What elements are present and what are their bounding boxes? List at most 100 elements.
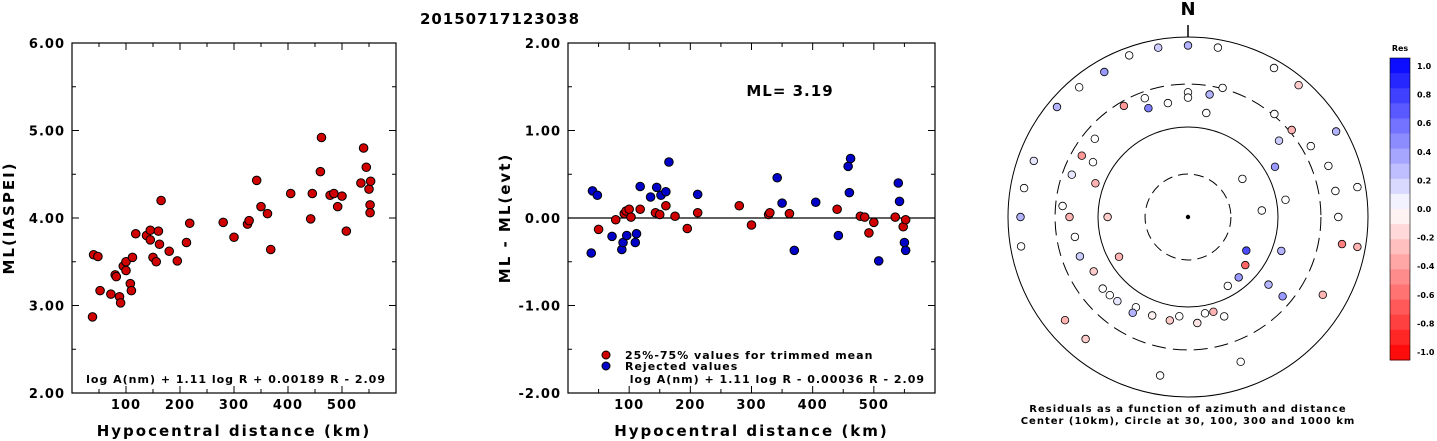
data-point — [746, 220, 757, 230]
colorbar-swatch — [1390, 118, 1410, 134]
data-point — [262, 208, 273, 219]
data-point — [777, 198, 787, 208]
data-point — [670, 211, 680, 222]
station-marker — [1183, 93, 1193, 102]
data-point — [843, 161, 853, 172]
data-point — [154, 239, 165, 250]
station-marker — [1089, 267, 1098, 276]
colorbar-swatch — [1390, 344, 1410, 361]
colorbar-swatch — [1390, 209, 1410, 225]
data-point — [833, 230, 844, 241]
colorbar-tick-label: -0.2 — [1417, 234, 1435, 243]
magnitude-vs-distance-plot: 100 200 300 400 500 2.00 3.00 4.00 5.00 6.00 Hypoc… — [0, 37, 397, 440]
colorbar-swatch — [1390, 269, 1410, 285]
data-point — [845, 153, 856, 164]
north-label: N — [1180, 0, 1195, 20]
x-tick-label: 400 — [798, 398, 828, 413]
data-point — [899, 237, 910, 248]
data-point — [151, 256, 162, 267]
data-point — [127, 252, 138, 263]
station-marker — [1029, 156, 1038, 166]
data-point — [172, 256, 183, 266]
y-tick-label: 0.00 — [525, 212, 561, 227]
data-point — [341, 226, 352, 236]
colorbar-swatch — [1390, 103, 1410, 119]
station-marker — [1306, 141, 1315, 151]
data-point — [145, 235, 156, 245]
data-point — [692, 207, 703, 218]
station-marker — [1088, 157, 1098, 167]
data-point — [126, 285, 137, 296]
data-point — [661, 200, 671, 211]
data-point — [893, 178, 904, 188]
data-point — [153, 226, 164, 236]
legend-marker — [601, 350, 611, 360]
colorbar-swatch — [1390, 133, 1410, 150]
station-marker — [1124, 51, 1134, 60]
data-point — [365, 200, 375, 210]
data-point — [645, 192, 656, 202]
station-marker — [1183, 41, 1193, 50]
station-marker — [1074, 83, 1084, 92]
station-marker — [1155, 371, 1165, 380]
legend-label: 25%-75% values for trimmed mean — [625, 349, 873, 362]
data-point — [337, 191, 347, 201]
colorbar-tick-label: 0.6 — [1417, 119, 1432, 128]
event-magnitude-label: ML= 3.19 — [746, 82, 833, 100]
data-point — [121, 265, 131, 276]
y-tick-label: 1.00 — [525, 125, 561, 140]
data-point — [251, 175, 262, 186]
data-point — [635, 181, 645, 192]
data-point — [664, 157, 674, 167]
station-marker — [1334, 212, 1343, 222]
colorbar-swatch — [1390, 193, 1410, 210]
data-point — [111, 271, 122, 282]
station-marker — [1257, 206, 1266, 215]
data-point — [358, 143, 369, 153]
data-point — [869, 217, 879, 228]
station-marker — [1140, 93, 1149, 103]
station-marker — [1264, 280, 1273, 289]
colorbar-swatch — [1390, 88, 1410, 104]
y-tick-label: -2.00 — [519, 387, 561, 402]
data-point — [734, 200, 745, 211]
colorbar-tick-label: -1.0 — [1417, 348, 1435, 357]
ring-300km — [1054, 83, 1322, 351]
station-marker — [1269, 63, 1279, 73]
data-point — [651, 182, 662, 193]
data-point — [890, 212, 901, 222]
station-marker — [1238, 174, 1247, 184]
colorbar-swatch — [1390, 178, 1410, 195]
ring-100km — [1097, 126, 1279, 308]
data-point — [661, 186, 671, 197]
colorbar-title: Res — [1392, 44, 1409, 53]
data-point — [692, 189, 703, 200]
y-axis-label: ML(IASPEI) — [0, 161, 18, 274]
data-point — [682, 223, 693, 234]
data-point — [592, 190, 603, 201]
station-marker — [1324, 161, 1333, 171]
figure-title: 20150717123038 — [420, 10, 580, 28]
colorbar-frame — [1389, 57, 1411, 361]
data-point — [307, 188, 318, 199]
station-marker — [1318, 290, 1327, 299]
data-point — [87, 312, 98, 322]
y-tick-label: 5.00 — [29, 125, 65, 140]
data-point — [316, 132, 327, 143]
data-point — [630, 237, 641, 248]
station-marker — [1070, 232, 1080, 242]
colorbar-swatch — [1390, 163, 1410, 180]
data-point — [356, 178, 366, 188]
data-point — [593, 224, 604, 235]
colorbar-tick-label: 0.8 — [1417, 91, 1432, 100]
colorbar-swatch — [1390, 314, 1410, 331]
data-point — [772, 172, 782, 183]
x-tick-label: 500 — [327, 398, 357, 413]
y-tick-label: 4.00 — [29, 212, 65, 227]
x-tick-label: 300 — [736, 398, 766, 413]
data-point — [329, 188, 339, 199]
x-tick-label: 100 — [111, 398, 141, 413]
station-marker — [1128, 308, 1137, 317]
station-marker — [1274, 136, 1284, 145]
station-marker — [1277, 246, 1286, 256]
